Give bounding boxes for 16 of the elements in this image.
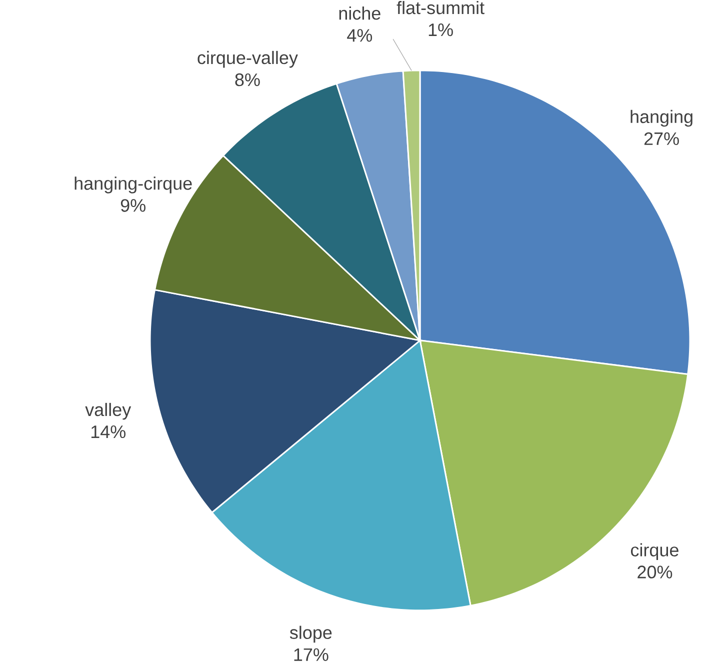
slice-label: hanging-cirque	[74, 176, 192, 194]
data-label: 20%	[638, 565, 672, 578]
data-label: 27%	[644, 132, 679, 145]
slice-label: valley	[85, 402, 132, 420]
slice-label: hanging	[630, 110, 692, 126]
slice-label: cirque-valley	[198, 50, 298, 68]
slice-label: cirque	[630, 543, 678, 560]
data-label: 14%	[91, 425, 126, 438]
data-label: 1%	[428, 23, 453, 36]
data-label: 17%	[294, 648, 328, 661]
slice-label: niche	[339, 6, 380, 20]
data-label: 9%	[120, 198, 146, 212]
slice-label: flat-summit	[396, 0, 484, 14]
data-label: 4%	[347, 28, 372, 42]
slice-label: slope	[290, 626, 332, 642]
data-label: 8%	[235, 73, 260, 86]
